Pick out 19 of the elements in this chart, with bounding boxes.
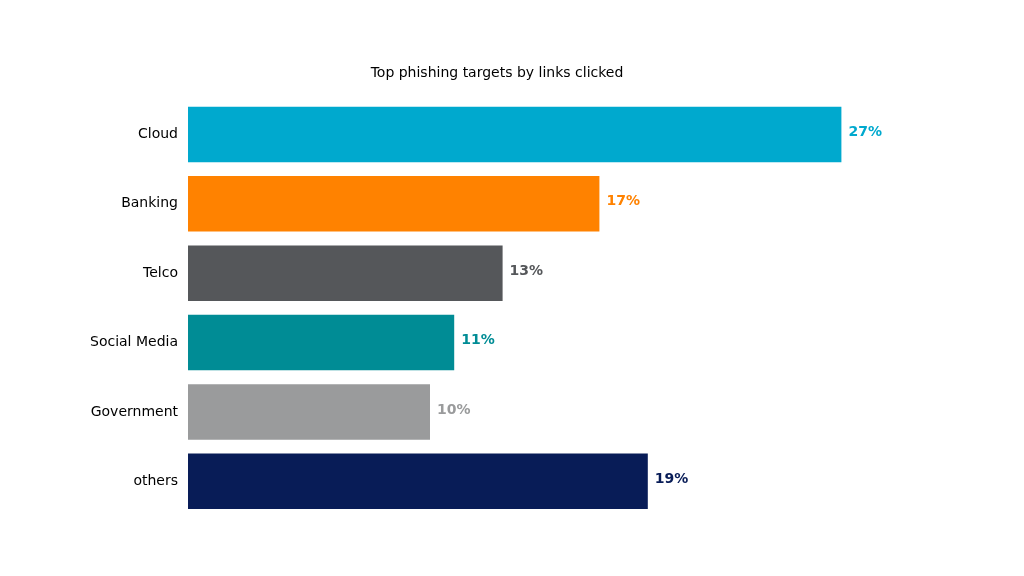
y-tick-label: Government — [90, 402, 179, 419]
y-tick-label: Social Media — [89, 333, 179, 350]
y-tick-label: Telco — [142, 263, 179, 280]
data-label: 13% — [509, 261, 544, 278]
data-label: 10% — [437, 400, 471, 417]
chart-title: Top phishing targets by links clicked — [369, 64, 624, 81]
y-tick-label: Banking — [121, 194, 179, 211]
bar — [188, 106, 842, 163]
bar — [188, 314, 455, 371]
bar — [188, 176, 600, 232]
data-label: 17% — [606, 192, 640, 209]
y-tick-label: Cloud — [138, 125, 179, 142]
data-label: 19% — [654, 469, 689, 486]
bar — [188, 245, 503, 301]
y-tick-label: others — [133, 471, 179, 488]
data-label: 11% — [461, 331, 495, 348]
data-label: 27% — [848, 123, 882, 140]
bar — [188, 384, 430, 440]
bar — [188, 453, 648, 510]
